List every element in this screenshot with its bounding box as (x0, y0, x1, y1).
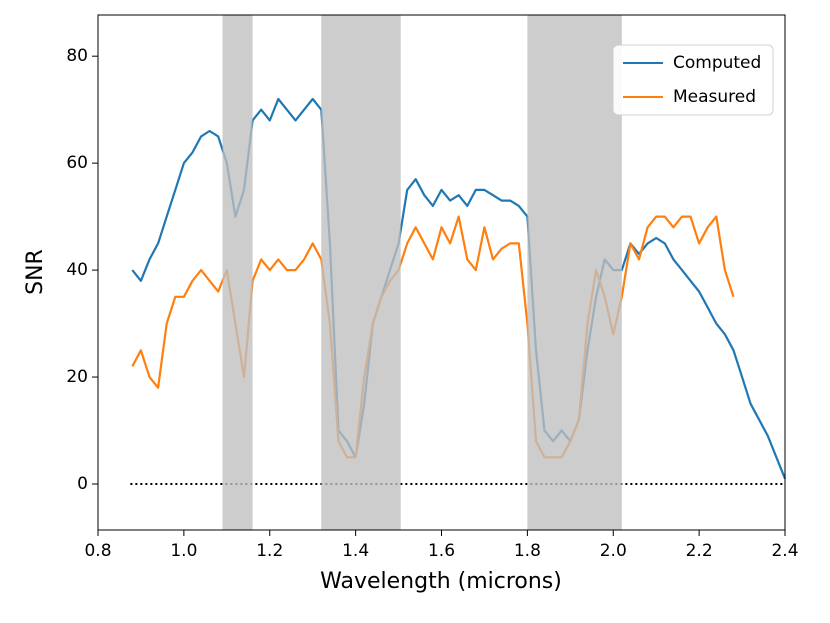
y-tick-label: 20 (66, 367, 88, 387)
x-tick-label: 1.6 (428, 541, 455, 561)
y-tick-label: 60 (66, 153, 88, 173)
x-tick-label: 1.4 (342, 541, 369, 561)
shaded-region (527, 15, 622, 530)
legend-label: Computed (673, 53, 761, 73)
y-tick-label: 0 (77, 474, 88, 494)
x-axis-label: Wavelength (microns) (320, 569, 562, 594)
x-tick-label: 1.2 (256, 541, 283, 561)
x-tick-label: 2.0 (600, 541, 627, 561)
y-tick-label: 80 (66, 46, 88, 66)
x-tick-label: 2.2 (686, 541, 713, 561)
x-tick-label: 1.8 (514, 541, 541, 561)
x-tick-label: 2.4 (771, 541, 798, 561)
shaded-region (222, 15, 253, 530)
shaded-region (321, 15, 401, 530)
x-tick-label: 0.8 (84, 541, 111, 561)
legend-label: Measured (673, 87, 756, 107)
data-line (131, 215, 735, 459)
y-tick-label: 40 (66, 260, 88, 280)
y-axis-label: SNR (23, 249, 48, 295)
x-tick-label: 1.0 (170, 541, 197, 561)
